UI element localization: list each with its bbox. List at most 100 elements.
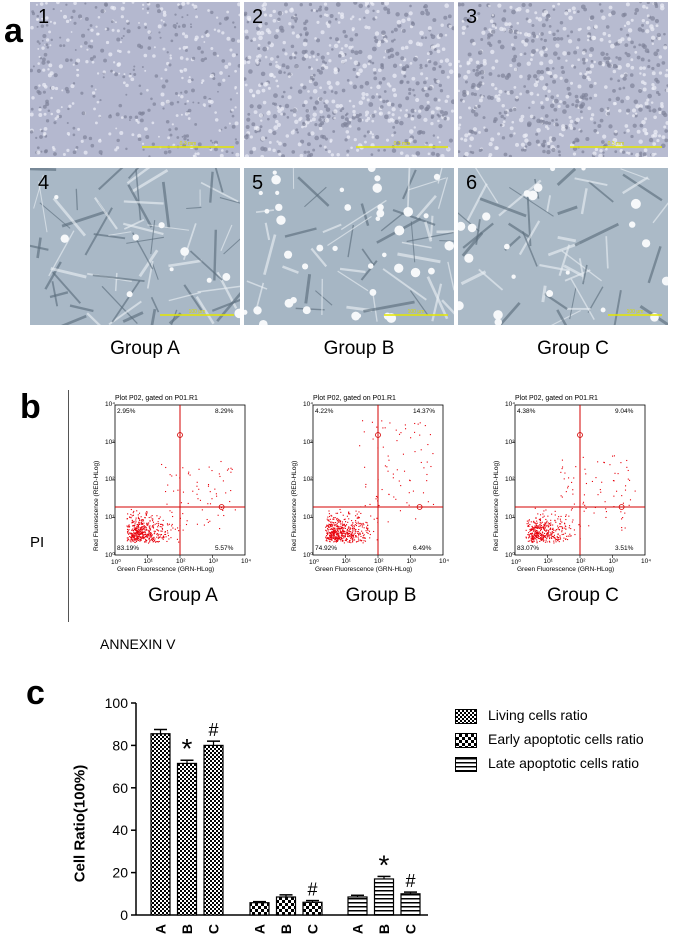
flow-plot-event xyxy=(333,532,335,535)
flow-plot-event xyxy=(327,516,329,518)
flow-plot-event xyxy=(136,530,139,532)
flow-plot-event xyxy=(157,537,159,539)
flow-plot-event xyxy=(153,533,155,535)
flow-plot-event xyxy=(328,532,330,534)
flow-plot-event xyxy=(333,533,336,535)
flow-plot-event xyxy=(158,540,160,543)
flow-plot-event xyxy=(357,531,359,533)
flow-plot-event xyxy=(347,532,349,534)
flow-plot-event xyxy=(345,532,347,534)
flow-plot-event xyxy=(565,528,567,530)
flow-plot-event xyxy=(399,510,401,512)
flow-plot-event xyxy=(414,431,416,433)
flow-plot-event xyxy=(344,536,346,538)
flow-plot-event xyxy=(131,515,133,517)
flow-plot-event xyxy=(354,532,356,534)
flow-plot-event xyxy=(591,480,593,483)
flow-plot-event xyxy=(530,529,532,531)
group-label-c: Group C xyxy=(537,338,609,359)
flow-plot-event xyxy=(139,540,141,542)
flow-plot-event xyxy=(133,520,135,522)
bar xyxy=(302,901,323,916)
flow-plot-event xyxy=(346,529,348,531)
flow-plot-event xyxy=(400,485,402,487)
flow-plot-event xyxy=(145,529,147,531)
flow-plot-event xyxy=(600,491,602,493)
y-tick-label: 10¹ xyxy=(303,513,313,521)
gate-handle xyxy=(218,504,225,510)
flow-plot-event xyxy=(561,527,563,530)
flow-plot-event xyxy=(127,539,129,541)
flow-plot-event xyxy=(139,528,141,530)
flow-plot-event xyxy=(126,540,128,542)
group-label-b: Group B xyxy=(323,338,395,359)
flow-plot-event xyxy=(540,534,542,536)
flow-plot-event xyxy=(147,542,150,544)
flow-plot-event xyxy=(133,537,135,539)
flow-plot-event xyxy=(177,489,179,491)
flow-plot-event xyxy=(534,527,536,529)
quadrant-ul-percent: 4.22% xyxy=(315,408,334,415)
flow-plot-event xyxy=(363,540,365,542)
flow-plot-event xyxy=(135,521,137,523)
flow-plot-event xyxy=(353,534,355,537)
flow-plot-event xyxy=(135,517,137,519)
flow-plot-event xyxy=(531,541,533,544)
x-category-label: B xyxy=(376,924,392,934)
flow-group-label: Group B xyxy=(345,585,417,606)
quadrant-lr-percent: 6.49% xyxy=(413,545,432,552)
flow-plot-event xyxy=(329,518,331,520)
flow-plot-event xyxy=(550,519,552,521)
x-category-label: B xyxy=(179,924,195,934)
flow-plot-event xyxy=(142,537,144,539)
flow-plot-event xyxy=(554,510,556,512)
flow-plot-event xyxy=(137,535,139,537)
flow-plot-event xyxy=(140,522,143,524)
flow-plot-event xyxy=(130,541,132,543)
flow-plot-event xyxy=(150,516,152,518)
flow-plot-event xyxy=(351,539,353,541)
flow-plot-event xyxy=(551,535,553,537)
flow-plot-event xyxy=(325,540,327,542)
flow-plot-event xyxy=(156,529,158,531)
flow-plot-event xyxy=(528,534,530,536)
flow-plot-event xyxy=(138,531,140,533)
flow-plot-event xyxy=(367,524,369,526)
flow-plot-event xyxy=(423,467,425,469)
flow-plot-event xyxy=(137,516,139,518)
flow-plot-event xyxy=(336,534,338,536)
flow-plot-event xyxy=(151,534,153,536)
flow-plot-event xyxy=(127,531,129,533)
flow-plot-event xyxy=(593,512,595,514)
flow-plot-event xyxy=(531,540,533,542)
flow-plot-event xyxy=(546,525,548,527)
flow-plot-event xyxy=(144,526,146,528)
flow-plot-event xyxy=(561,466,564,468)
flow-plot-event xyxy=(343,519,345,521)
flow-plot-event xyxy=(128,539,130,541)
flow-plot-title: Plot P02, gated on P01.R1 xyxy=(115,395,198,402)
flow-plot-event xyxy=(353,533,355,535)
bar xyxy=(150,733,171,916)
flow-plot-event xyxy=(336,525,338,527)
flow-plot-event xyxy=(339,520,342,522)
flow-plot-event xyxy=(355,510,357,512)
flow-plot-event xyxy=(334,530,336,532)
flow-plot-event xyxy=(355,515,357,517)
flow-plot-event xyxy=(528,536,530,538)
flow-plot-event xyxy=(364,505,366,507)
significance-mark: # xyxy=(307,880,317,900)
flow-plot-event xyxy=(137,538,139,540)
legend-swatch xyxy=(455,757,477,772)
flow-plot-event xyxy=(552,527,554,529)
flow-plot-event xyxy=(211,470,213,472)
flow-plot-event xyxy=(565,526,567,528)
flow-plot-event xyxy=(333,541,335,543)
flow-plot-event xyxy=(348,518,350,520)
flow-plot-event xyxy=(570,535,572,537)
flow-plot-event xyxy=(136,538,138,540)
flow-plot-event xyxy=(555,541,557,543)
flow-plot-event xyxy=(149,532,151,534)
flow-plot-event xyxy=(350,542,352,544)
flow-plot-event xyxy=(226,469,229,471)
